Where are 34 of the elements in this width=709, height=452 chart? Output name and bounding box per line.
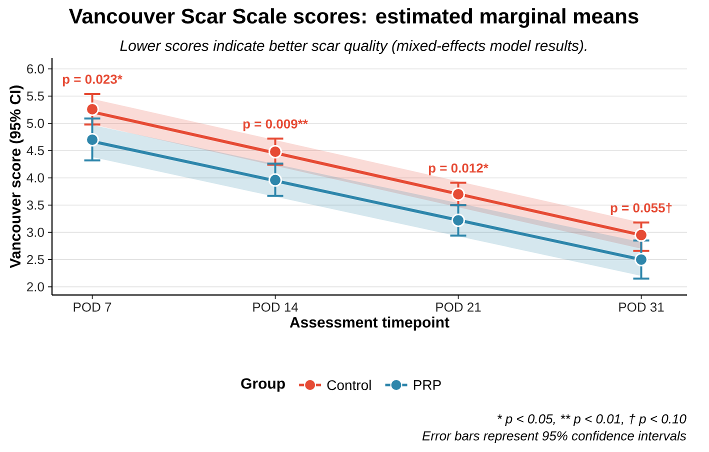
x-tick-label: POD 31 [619,302,664,312]
annotation: p = 0.009** [243,119,308,132]
point [452,214,466,228]
point [268,144,282,158]
chart-subtitle: Lower scores indicate better scar quality (mixed-effects model results). [120,40,586,54]
point [634,228,648,242]
point [86,102,100,116]
chart-title: Vancouver Scar Scale scores: estimated marginal means [68,8,638,28]
y-tick-label: 3.5 [26,200,44,210]
point [86,132,100,146]
y-tick-label: 5.5 [26,92,44,101]
y-tick-label: 2.5 [27,254,44,264]
x-tick-label: POD 7 [74,302,112,312]
y-tick-label: 5.0 [26,118,44,128]
x-axis-title: Assessment timepoint [290,316,450,331]
point [634,252,648,266]
y-tick-label: 4.0 [26,173,44,182]
point [268,173,282,187]
y-tick-label: 6.0 [27,64,44,74]
x-tick-label: POD 14 [253,302,298,312]
legend-title: Group [241,378,285,392]
y-tick-label: 3.0 [26,228,44,237]
text: * p < 0.05, ** p < 0.01, † p < 0.10 [498,414,686,426]
point [452,187,466,201]
y-axis-title: Vancouver score (95% CI) [10,86,24,268]
legend-label: Control [327,380,371,390]
x-tick-label: POD 21 [436,302,481,312]
annotation: p = 0.023* [62,74,122,86]
annotation: p = 0.055† [610,202,672,215]
y-tick-label: 4.5 [26,146,44,156]
annotation: p = 0.012* [428,163,488,176]
legend-label: PRP [414,380,441,390]
y-tick-label: 2.0 [27,282,44,292]
text: Error bars represent 95% confidence intervals [422,430,686,444]
